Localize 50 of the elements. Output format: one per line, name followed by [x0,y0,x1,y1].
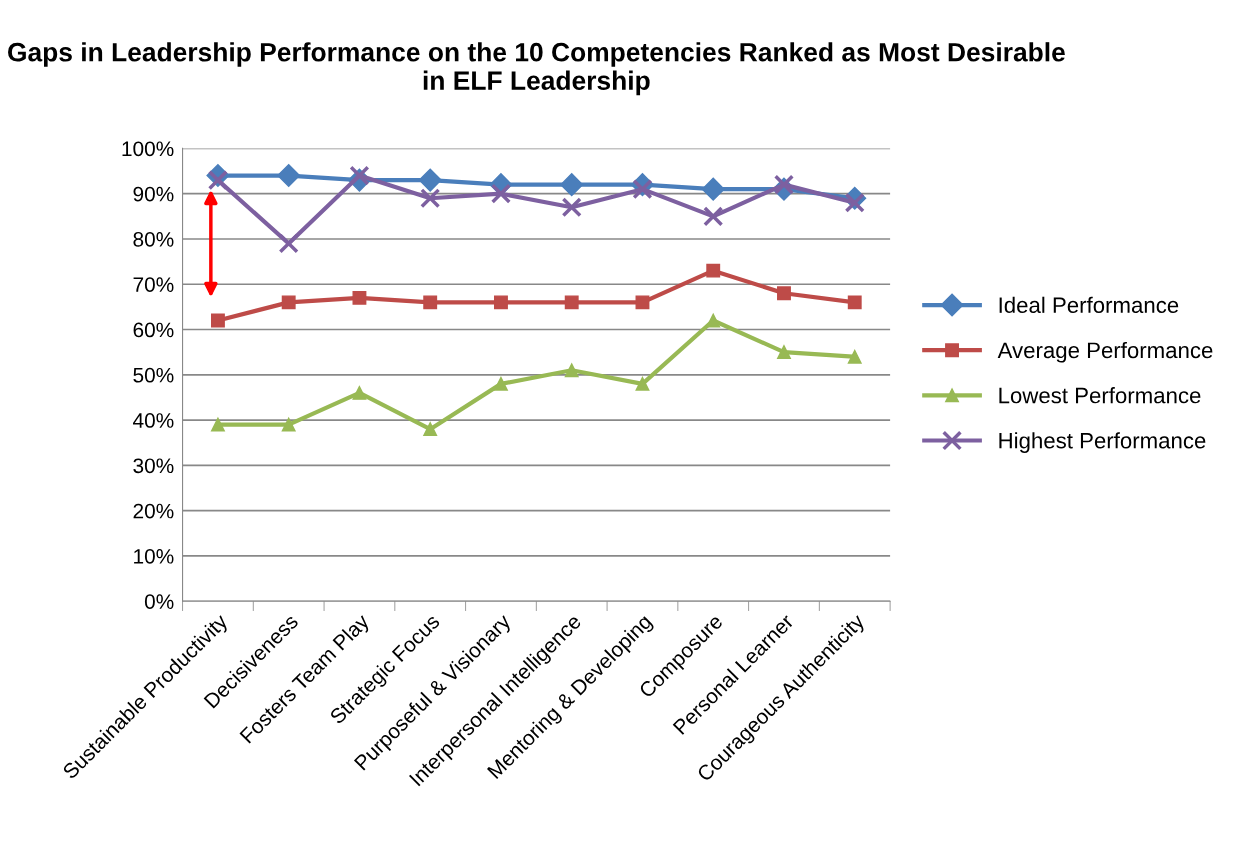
point [701,177,725,201]
y-tick-label: 50% [133,367,174,383]
legend-label: Lowest Performance [999,387,1201,404]
point [352,290,367,305]
point [210,313,225,328]
point [777,286,791,301]
point [777,345,791,360]
point [418,168,442,192]
point [490,183,512,204]
point [349,165,370,186]
point [281,417,296,432]
point [844,192,865,213]
y-tick-label: 30% [133,458,174,474]
y-tick-label: 10% [134,548,174,564]
point [494,295,508,310]
point [706,313,721,328]
point [423,422,438,437]
point [277,164,301,188]
point [635,295,650,310]
y-tick-label: 0% [144,594,174,609]
point [423,295,438,310]
point [207,170,229,191]
legend-label: Ideal Performance [999,296,1179,314]
point [847,349,862,364]
y-tick-label: 80% [133,231,174,247]
point [420,188,441,209]
point [494,376,508,391]
point [703,206,724,227]
point [706,263,721,278]
point [564,363,579,378]
point [278,233,299,254]
y-tick-label: 60% [133,322,174,338]
point [564,295,579,310]
point [561,197,582,218]
y-tick-label: 20% [133,503,174,519]
legend-label: Average Performance [997,341,1213,363]
point [847,295,862,310]
y-tick-label: 40% [133,413,174,428]
chart-title: Gaps in Leadership Performance on the 10 Competencies Ranked as Most Desirable in ELF Leadership [8,42,1065,96]
y-tick-label: 100% [122,141,174,157]
point [560,173,584,197]
point [635,376,650,391]
legend-label: Highest Performance [999,432,1206,453]
point [773,174,795,195]
point [352,385,367,400]
point [281,295,296,310]
point [210,417,225,432]
point [632,179,653,200]
y-tick-label: 70% [133,277,174,292]
y-tick-label: 90% [133,186,174,202]
